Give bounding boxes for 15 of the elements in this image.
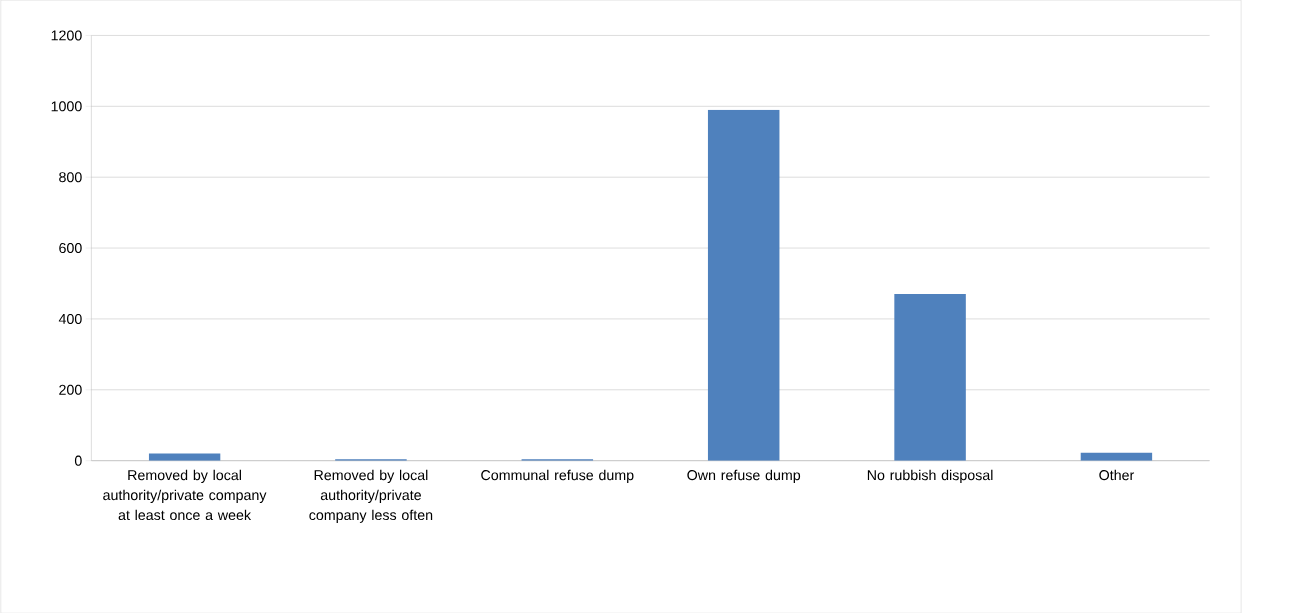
y-tick-label: 0: [74, 455, 82, 466]
y-tick-label: 1000: [51, 101, 82, 112]
x-tick-label: Communal refuse dump: [481, 469, 634, 483]
bar: [707, 109, 780, 461]
y-tick-label: 800: [59, 171, 82, 183]
x-tick-label: Removed by local authority/private company at least once a week: [103, 469, 267, 520]
x-tick-label: Own refuse dump: [687, 469, 801, 483]
y-tick-label: 600: [59, 242, 82, 253]
x-tick-label: No rubbish disposal: [867, 469, 993, 483]
y-tick-label: 1200: [51, 30, 82, 41]
y-tick-label: 200: [59, 384, 82, 395]
x-tick-label: Other: [1099, 469, 1135, 481]
x-tick-label: Removed by local authority/private company less often: [309, 469, 433, 523]
y-tick-label: 400: [58, 313, 82, 324]
bar: [894, 293, 966, 461]
